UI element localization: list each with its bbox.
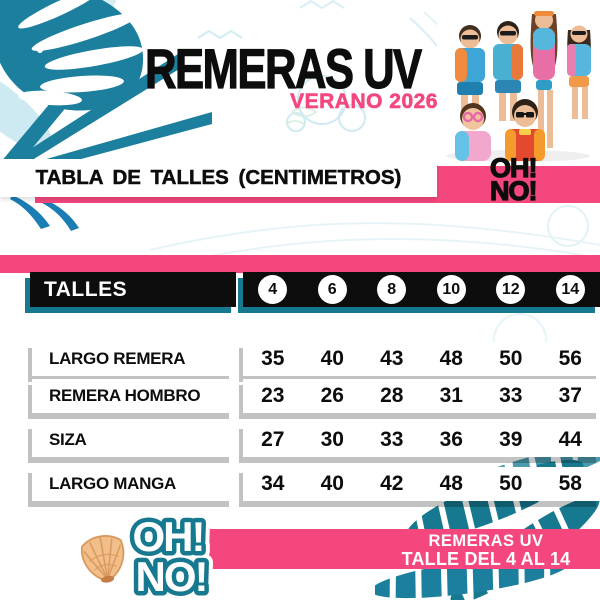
brand-logo-bottom: OH! NO! OH! NO! (124, 511, 217, 600)
brand-line-2: NO! (136, 553, 207, 600)
kid-figure (530, 11, 558, 148)
size-value: 33 (499, 384, 523, 407)
size-value: 43 (380, 347, 404, 370)
kid-figure (455, 103, 491, 161)
table-header-talles: TALLES (30, 272, 236, 307)
size-value: 31 (439, 384, 463, 407)
size-value: 36 (439, 428, 463, 451)
table-row-label: LARGO REMERA (32, 342, 233, 376)
row-label-text: REMERA HOMBRO (49, 386, 201, 405)
size-value: 48 (439, 472, 463, 495)
brand-line-2: NO! (136, 553, 207, 600)
banner-title-bar: TABLA DE TALLES (CENTIMETROS) (0, 159, 437, 197)
size-value: 50 (499, 347, 523, 370)
page-title: REMERAS UV (145, 36, 423, 100)
table-row-values: 27 30 33 36 39 44 (243, 423, 600, 457)
table-row-values: 23 26 28 31 33 37 (243, 379, 600, 413)
size-badge: 4 (258, 275, 288, 304)
size-value: 26 (320, 384, 344, 407)
page-subtitle: VERANO 2026 (290, 90, 438, 114)
size-value: 35 (261, 347, 285, 370)
divider-pink-bar (0, 255, 600, 273)
footer-badge: REMERAS UV TALLE DEL 4 AL 14 (388, 532, 584, 568)
size-badge: 8 (377, 275, 407, 304)
size-badge: 10 (436, 275, 466, 304)
table-header-sizes: 4 6 8 10 12 14 (243, 272, 600, 307)
size-value: 34 (261, 472, 285, 495)
size-value: 42 (380, 472, 404, 495)
row-label-text: SIZA (49, 430, 87, 449)
size-value: 58 (558, 472, 582, 495)
footer-badge-line-2: TALLE DEL 4 AL 14 (401, 549, 571, 569)
table-row-label: LARGO MANGA (32, 467, 233, 501)
size-value: 28 (380, 384, 404, 407)
banner-label: TABLA DE TALLES (CENTIMETROS) (35, 166, 402, 190)
size-badge: 12 (496, 275, 526, 304)
size-value: 30 (320, 428, 344, 451)
brand-line-1: OH! (133, 513, 204, 560)
shell-icon (81, 535, 125, 583)
size-value: 40 (320, 347, 344, 370)
talles-label: TALLES (44, 277, 128, 301)
size-badge: 6 (317, 275, 347, 304)
brand-line-2: NO! (489, 176, 538, 206)
table-row-values: 34 40 42 48 50 58 (243, 467, 600, 501)
size-value: 27 (261, 428, 285, 451)
size-value: 39 (499, 428, 523, 451)
size-badge: 14 (555, 275, 585, 304)
size-value: 33 (380, 428, 404, 451)
size-value: 37 (558, 384, 582, 407)
table-row-values: 35 40 43 48 50 56 (243, 342, 600, 376)
table-row-label: SIZA (32, 423, 233, 457)
size-value: 48 (439, 347, 463, 370)
row-label-text: LARGO MANGA (49, 474, 177, 493)
size-value: 44 (558, 428, 582, 451)
brand-line-1: OH! (489, 153, 538, 183)
claw-marks-graphic (10, 195, 79, 231)
footer-pink-bar (203, 529, 600, 569)
size-value: 56 (558, 347, 582, 370)
table-row-label: REMERA HOMBRO (32, 379, 233, 413)
row-label-text: LARGO REMERA (49, 349, 186, 368)
size-value: 23 (261, 384, 285, 407)
kid-figure (505, 99, 545, 161)
kids-photo (437, 0, 600, 163)
footer-badge-line-1: REMERAS UV (428, 532, 544, 550)
kid-figure (567, 25, 591, 119)
size-value: 50 (499, 472, 523, 495)
brand-logo-top: OH! NO! (489, 153, 538, 206)
size-value: 40 (320, 472, 344, 495)
brand-line-1: OH! (133, 513, 204, 560)
